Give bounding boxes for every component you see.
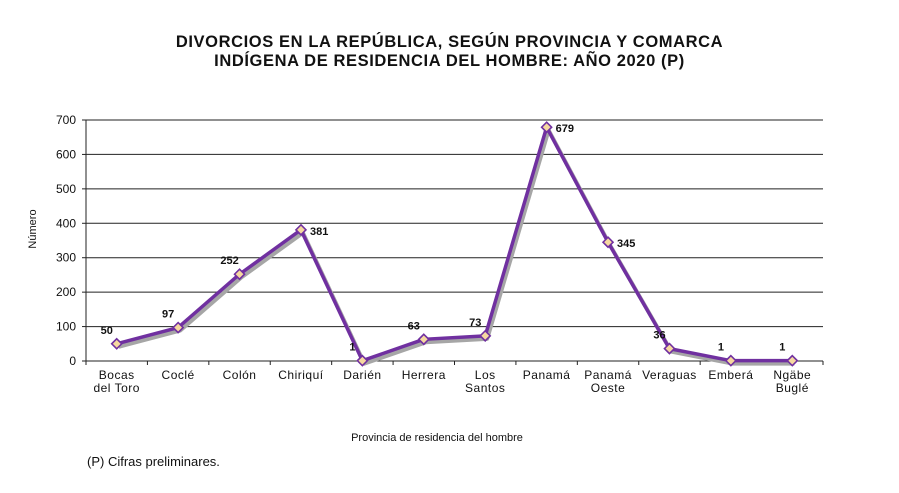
gridlines xyxy=(86,119,823,328)
data-point-marker xyxy=(663,342,676,355)
y-tick-label: 600 xyxy=(56,147,76,161)
series-line xyxy=(116,125,793,363)
series-line-shadow xyxy=(118,128,795,366)
data-label: 1 xyxy=(718,342,724,354)
x-tick-label: Bocas del Toro xyxy=(93,368,139,395)
y-tick-label: 100 xyxy=(56,320,76,334)
data-label: 252 xyxy=(220,255,238,267)
data-point-marker xyxy=(171,321,185,334)
x-tick-label-line: Los xyxy=(475,368,496,382)
chart-title: DIVORCIOS EN LA REPÚBLICA, SEGÚN PROVINC… xyxy=(0,33,899,71)
x-tick-label: Darién xyxy=(343,368,381,382)
data-point-marker xyxy=(479,329,492,342)
x-tick-labels: Bocas del Toro Coclé Colón Chiriquí Darién Her… xyxy=(93,368,811,395)
markers xyxy=(110,121,799,367)
y-axis-title: Número xyxy=(27,209,39,248)
series xyxy=(116,125,795,366)
y-tick-label: 700 xyxy=(56,113,76,127)
x-tick-label-line: Oeste xyxy=(591,381,626,395)
x-axis-title: Provincia de residencia del hombre xyxy=(351,432,523,444)
x-tick-label-line: Panamá xyxy=(584,368,632,382)
data-label: 50 xyxy=(101,325,113,337)
x-tick-label-line: Ngäbe xyxy=(773,368,811,382)
data-point-marker xyxy=(786,354,799,367)
data-label: 679 xyxy=(556,123,574,135)
y-tick-label: 400 xyxy=(56,216,76,230)
x-tick-label-line: del Toro xyxy=(93,381,139,395)
x-tick-label-line: Panamá xyxy=(523,368,571,382)
chart-title-line-1: DIVORCIOS EN LA REPÚBLICA, SEGÚN PROVINC… xyxy=(175,33,724,51)
data-label: 1 xyxy=(349,342,355,354)
x-tick-label-line: Coclé xyxy=(162,368,195,382)
data-labels: 50 97 252 381 1 63 73 679 345 36 1 1 xyxy=(101,123,786,353)
x-tick-label-line: Bocas xyxy=(99,368,135,382)
x-tick-label-line: Herrera xyxy=(402,368,446,382)
data-label: 345 xyxy=(617,238,635,250)
x-tick-label-line: Darién xyxy=(343,368,381,382)
x-tick-label-line: Buglé xyxy=(776,381,809,395)
x-tick-label: Panamá xyxy=(523,368,571,382)
data-label: 63 xyxy=(408,320,420,332)
footnote: (P) Cifras preliminares. xyxy=(87,454,220,469)
data-point-marker xyxy=(540,121,553,134)
x-tick-label: Colón xyxy=(223,368,257,382)
y-tick-label: 0 xyxy=(69,354,76,368)
y-tick-labels: 0 100 200 300 400 500 600 700 xyxy=(56,113,76,368)
x-tick-label-line: Santos xyxy=(465,381,505,395)
chart-title-line-2: INDÍGENA DE RESIDENCIA DEL HOMBRE: AÑO 2… xyxy=(214,52,685,70)
axes xyxy=(82,119,824,365)
x-tick-label-line: Veraguas xyxy=(642,368,697,382)
data-point-marker xyxy=(294,223,308,236)
x-tick-label: Herrera xyxy=(402,368,446,382)
y-tick-label: 500 xyxy=(56,182,76,196)
x-tick-label: Los Santos xyxy=(465,368,505,395)
x-tick-label-line: Chiriquí xyxy=(278,368,324,382)
x-tick-label-line: Colón xyxy=(223,368,257,382)
x-tick-label: Coclé xyxy=(162,368,195,382)
x-tick-label: Emberá xyxy=(708,368,753,382)
data-point-marker xyxy=(724,354,738,367)
x-tick-label-line: Emberá xyxy=(708,368,753,382)
data-label: 36 xyxy=(653,330,665,342)
data-point-marker xyxy=(601,236,615,249)
data-label: 381 xyxy=(310,226,328,238)
data-point-marker xyxy=(356,354,369,367)
x-tick-label: Ngäbe Buglé xyxy=(773,368,811,395)
y-tick-label: 200 xyxy=(56,285,76,299)
data-point-marker xyxy=(233,268,246,281)
data-label: 1 xyxy=(779,342,785,354)
data-point-marker xyxy=(110,337,123,350)
x-tick-label: Veraguas xyxy=(642,368,697,382)
data-point-marker xyxy=(417,333,430,346)
x-tick-label: Chiriquí xyxy=(278,368,324,382)
data-label: 73 xyxy=(469,317,481,329)
y-tick-label: 300 xyxy=(56,251,76,265)
data-label: 97 xyxy=(162,309,174,321)
x-tick-label: Panamá Oeste xyxy=(584,368,632,395)
